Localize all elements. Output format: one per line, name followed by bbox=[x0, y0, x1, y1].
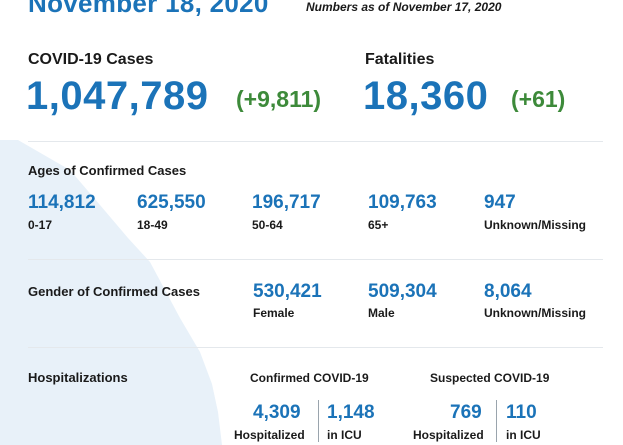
age-0-17-value: 114,812 bbox=[28, 192, 96, 213]
suspected-icu-value: 110 bbox=[506, 402, 537, 423]
suspected-covid-heading: Suspected COVID-19 bbox=[430, 371, 550, 385]
fatalities-label: Fatalities bbox=[365, 51, 435, 68]
gender-male-label: Male bbox=[368, 306, 395, 320]
suspected-hospitalized-label: Hospitalized bbox=[413, 428, 484, 442]
age-18-49-value: 625,550 bbox=[137, 192, 206, 213]
age-unknown-label: Unknown/Missing bbox=[484, 218, 586, 232]
divider bbox=[28, 259, 603, 260]
report-date: November 18, 2020 bbox=[28, 0, 269, 18]
gender-unknown-label: Unknown/Missing bbox=[484, 306, 586, 320]
confirmed-covid-heading: Confirmed COVID-19 bbox=[250, 371, 369, 385]
confirmed-column-divider bbox=[318, 400, 319, 442]
confirmed-hospitalized-label: Hospitalized bbox=[234, 428, 305, 442]
confirmed-hospitalized-value: 4,309 bbox=[253, 402, 301, 423]
gender-unknown-value: 8,064 bbox=[484, 281, 532, 302]
ages-title: Ages of Confirmed Cases bbox=[28, 163, 187, 178]
suspected-icu-label: in ICU bbox=[506, 428, 541, 442]
confirmed-icu-value: 1,148 bbox=[327, 402, 375, 423]
gender-male-value: 509,304 bbox=[368, 281, 437, 302]
hospitalizations-title: Hospitalizations bbox=[28, 370, 128, 385]
age-65-plus-label: 65+ bbox=[368, 218, 389, 232]
cases-delta: (+9,811) bbox=[236, 86, 322, 112]
fatalities-delta: (+61) bbox=[511, 86, 566, 112]
suspected-column-divider bbox=[496, 400, 497, 442]
gender-female-label: Female bbox=[253, 306, 295, 320]
age-18-49-label: 18-49 bbox=[137, 218, 168, 232]
suspected-hospitalized-value: 769 bbox=[450, 402, 482, 423]
gender-female-value: 530,421 bbox=[253, 281, 322, 302]
gender-title: Gender of Confirmed Cases bbox=[28, 284, 200, 299]
age-0-17-label: 0-17 bbox=[28, 218, 53, 232]
cases-total: 1,047,789 bbox=[26, 74, 209, 118]
fatalities-total: 18,360 bbox=[363, 74, 489, 118]
data-as-of-note: Numbers as of November 17, 2020 bbox=[306, 0, 502, 14]
divider bbox=[28, 347, 603, 348]
age-50-64-label: 50-64 bbox=[252, 218, 283, 232]
cases-label: COVID-19 Cases bbox=[28, 51, 154, 68]
divider bbox=[28, 141, 603, 142]
age-50-64-value: 196,717 bbox=[252, 192, 321, 213]
age-65-plus-value: 109,763 bbox=[368, 192, 437, 213]
age-unknown-value: 947 bbox=[484, 192, 516, 213]
confirmed-icu-label: in ICU bbox=[327, 428, 362, 442]
